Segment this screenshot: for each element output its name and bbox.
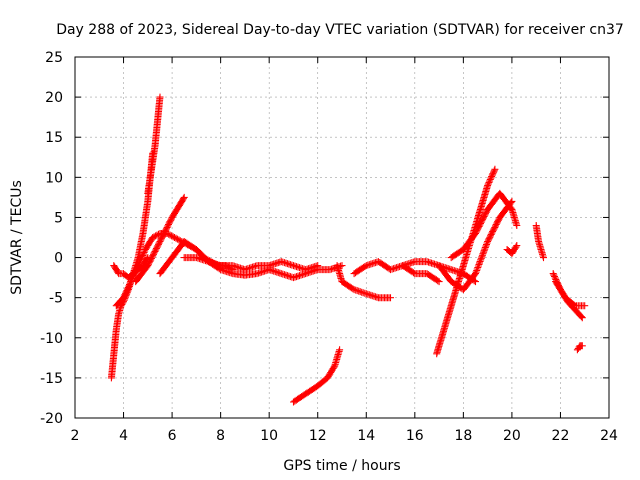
point-markers [447, 189, 521, 262]
x-tick-label: 16 [406, 428, 424, 444]
series-track-b [144, 93, 164, 197]
y-tick-label: 0 [54, 251, 63, 267]
point-markers [290, 346, 344, 406]
series-track-n [447, 189, 521, 262]
point-markers [552, 278, 589, 310]
series-track-g [180, 254, 322, 274]
point-markers [532, 222, 547, 262]
x-tick-label: 12 [309, 428, 327, 444]
series-track-s [573, 342, 586, 354]
x-tick-label: 18 [454, 428, 472, 444]
y-tick-label: -15 [40, 371, 63, 387]
x-tick-label: 14 [357, 428, 375, 444]
data-points [107, 93, 589, 406]
y-axis-label: SDTVAR / TECUs [9, 180, 25, 295]
x-tick-label: 8 [216, 428, 225, 444]
point-markers [132, 193, 188, 286]
point-markers [144, 93, 164, 197]
x-tick-label: 2 [71, 428, 80, 444]
series-track-m [435, 197, 516, 294]
series-track-i [333, 262, 394, 302]
tick-labels: 2 4 6 8 10 12 14 16 18 20 22 242520151050-5-10-15-2… [40, 50, 618, 444]
x-tick-label: 22 [552, 428, 570, 444]
point-markers [180, 254, 322, 274]
y-tick-label: 25 [45, 50, 63, 66]
y-tick-label: -20 [40, 411, 63, 427]
x-tick-label: 6 [168, 428, 177, 444]
x-tick-label: 20 [503, 428, 521, 444]
y-tick-label: 15 [45, 130, 63, 146]
y-tick-label: 5 [54, 210, 63, 226]
series-track-o [503, 242, 521, 257]
x-tick-label: 10 [260, 428, 278, 444]
y-tick-label: 20 [45, 90, 63, 106]
point-markers [435, 197, 516, 294]
x-tick-label: 4 [119, 428, 128, 444]
y-tick-label: -5 [49, 291, 63, 307]
axis-ticks [74, 56, 610, 419]
chart-title: Day 288 of 2023, Sidereal Day-to-day VTE… [56, 22, 624, 38]
series-track-p [532, 222, 547, 262]
point-markers [503, 242, 521, 257]
y-tick-label: -10 [40, 331, 63, 347]
series-track-r [552, 278, 589, 310]
series-track-e [132, 193, 188, 286]
x-tick-label: 24 [600, 428, 618, 444]
y-tick-label: 10 [45, 170, 63, 186]
point-markers [333, 262, 394, 302]
plot-frame [74, 56, 610, 419]
series-track-h [290, 346, 344, 406]
point-markers [573, 342, 586, 354]
x-axis-label: GPS time / hours [283, 458, 400, 474]
